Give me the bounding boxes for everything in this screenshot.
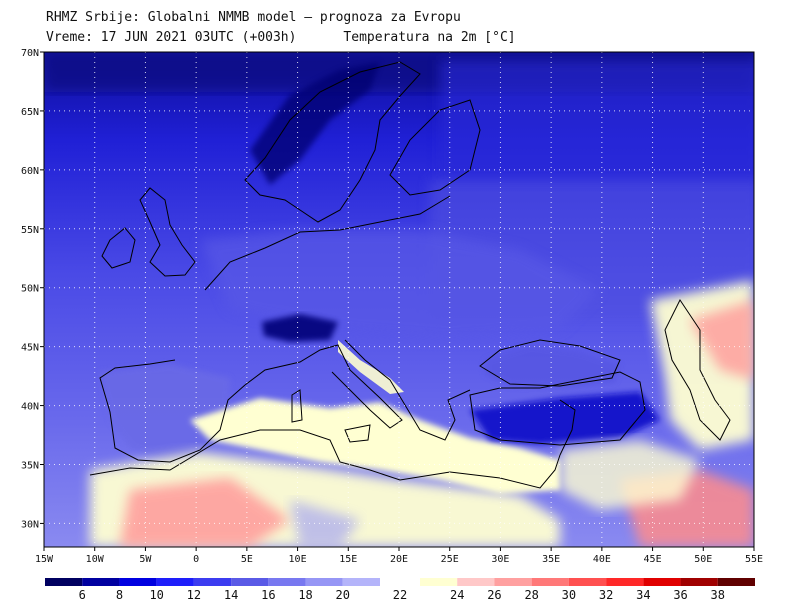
colorbar-label: 24	[450, 588, 464, 600]
colorbar-swatch	[606, 578, 644, 586]
colorbar-swatch	[457, 578, 495, 586]
map-title-line1: RHMZ Srbije: Globalni NMMB model — progn…	[46, 10, 461, 25]
lat-tick-label: 60N	[21, 166, 39, 177]
colorbar-label: 14	[224, 588, 238, 600]
lon-tick-label: 30E	[491, 554, 509, 565]
colorbar-swatch	[494, 578, 532, 586]
lat-tick-label: 55N	[21, 225, 39, 236]
coastline-italy	[244, 344, 403, 429]
colorbar-label: 18	[298, 588, 312, 600]
lat-tick-label: 40N	[21, 402, 39, 413]
colorbar-swatch	[268, 578, 306, 586]
colorbar-label: 30	[562, 588, 576, 600]
coastline-north-africa	[89, 429, 561, 489]
lat-tick-label: 50N	[21, 284, 39, 295]
colorbar-label: 28	[524, 588, 538, 600]
colorbar-label: 6	[79, 588, 86, 600]
colorbar-swatch	[717, 578, 755, 586]
coastline-finland	[389, 99, 481, 196]
colorbar-label: 8	[116, 588, 123, 600]
colorbar-swatch	[531, 578, 569, 586]
lon-tick-label: 45E	[644, 554, 662, 565]
colorbar-swatch	[680, 578, 718, 586]
colorbar-swatch	[82, 578, 120, 586]
colorbar-swatch	[193, 578, 232, 586]
colorbar-label: 12	[187, 588, 201, 600]
lon-tick-label: 10E	[289, 554, 307, 565]
lat-tick-label: 35N	[21, 461, 39, 472]
colorbar-label: 36	[673, 588, 687, 600]
coastline-ireland	[101, 227, 136, 269]
colorbar-label: 38	[711, 588, 725, 600]
colorbar-swatch	[119, 578, 157, 586]
colorbar-label: 22	[393, 588, 407, 600]
lon-tick-label: 0	[193, 554, 199, 565]
lon-tick-label: 35E	[542, 554, 560, 565]
graticule	[44, 52, 754, 547]
coastline-great-britain	[139, 187, 196, 277]
lon-tick-label: 15E	[339, 554, 357, 565]
coastline-balkans	[344, 339, 471, 441]
colorbar-label: 34	[636, 588, 650, 600]
lat-tick-label: 65N	[21, 107, 39, 118]
lat-tick-label: 70N	[21, 48, 39, 59]
lon-tick-label: 5E	[241, 554, 253, 565]
colorbar-label: 10	[149, 588, 163, 600]
colorbar-swatch	[45, 578, 83, 586]
lon-tick-label: 55E	[745, 554, 763, 565]
lon-tick-label: 50E	[694, 554, 712, 565]
coastline-iberia	[99, 359, 246, 463]
lon-tick-label: 10W	[86, 554, 105, 565]
lon-tick-label: 5W	[139, 554, 152, 565]
coastline-turkey	[469, 371, 646, 446]
colorbar-swatch	[568, 578, 607, 586]
map-title-line2: Vreme: 17 JUN 2021 03UTC (+003h) Tempera…	[46, 30, 516, 45]
colorbar-swatch	[342, 578, 380, 586]
coastlines	[89, 61, 731, 489]
colorbar-swatch	[305, 578, 343, 586]
lon-tick-label: 40E	[593, 554, 611, 565]
lat-tick-label: 45N	[21, 343, 39, 354]
colorbar-label: 26	[487, 588, 501, 600]
colorbar-label: 16	[261, 588, 275, 600]
colorbar-swatch	[643, 578, 681, 586]
colorbar-label: 32	[599, 588, 613, 600]
coastline-sardinia	[291, 389, 303, 423]
colorbar-label: 20	[336, 588, 350, 600]
colorbar-swatch	[420, 578, 458, 586]
lon-tick-label: 15W	[35, 554, 54, 565]
coastline-levant	[559, 399, 576, 456]
coastline-europe-north	[204, 195, 451, 291]
coastline-caspian	[664, 299, 731, 441]
lon-tick-label: 20E	[390, 554, 408, 565]
lon-tick-label: 25E	[441, 554, 459, 565]
colorbar: 6 8 10 12 14 16 18 20 22 24 26 28 30 32 34 36 38	[45, 578, 755, 600]
latitude-axis: 30N 35N 40N 45N 50N 55N 60N 65N 70N	[21, 48, 44, 530]
lat-tick-label: 30N	[21, 519, 39, 530]
longitude-axis: 15W 10W 5W 0 5E 10E 15E 20E 25E 30E 35E 40E 45E 50E 55…	[35, 547, 763, 565]
coastline-black-sea	[479, 339, 621, 387]
colorbar-swatch	[231, 578, 269, 586]
colorbar-swatch	[156, 578, 194, 586]
coastline-scandinavia	[244, 61, 421, 223]
